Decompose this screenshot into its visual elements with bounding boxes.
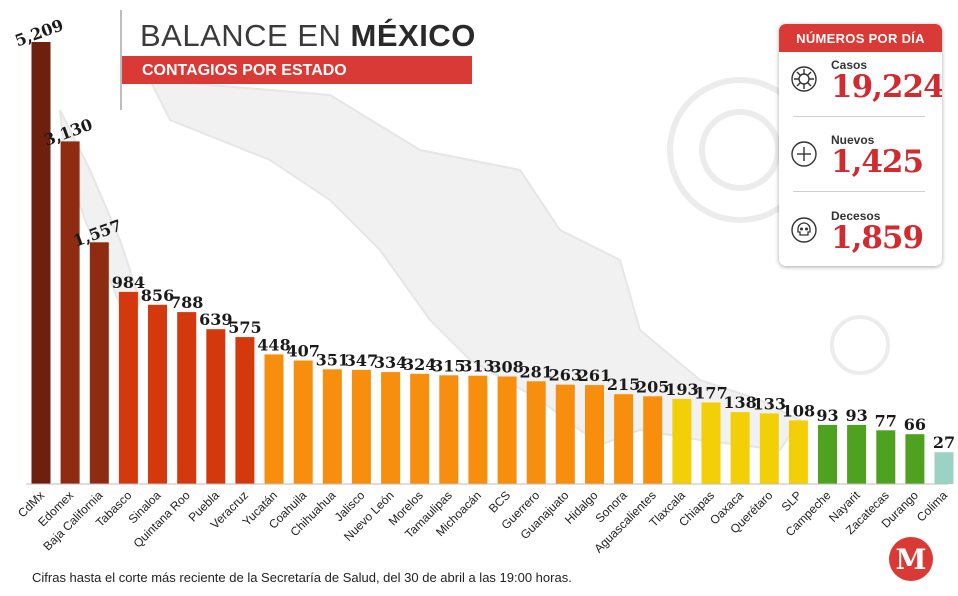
title-light: BALANCE EN: [140, 18, 351, 53]
stat-nuevos: Nuevos 1,425: [787, 131, 935, 191]
bar-nayarit: [847, 424, 867, 484]
stat-decesos-value: 1,859: [831, 220, 924, 256]
bar-michoac-n: [468, 375, 488, 484]
bar-baja-california: [89, 242, 109, 484]
bar-sinaloa: [148, 304, 167, 484]
value-label: 351: [316, 350, 349, 369]
value-label: 334: [374, 353, 407, 372]
value-label: 313: [461, 357, 494, 376]
category-label: Hidalgo: [562, 488, 601, 527]
footnote: Cifras hasta el corte más reciente de la…: [32, 570, 572, 585]
value-label: 27: [933, 433, 955, 452]
bars-group: [31, 42, 954, 484]
subtitle-bar: [122, 56, 472, 84]
value-label: 788: [170, 293, 203, 312]
value-label: 133: [753, 394, 786, 413]
daily-numbers-panel: NÚMEROS POR DÍA Casos 19,224 Nuevos 1,42…: [779, 24, 942, 266]
value-label: 347: [345, 351, 378, 370]
bar-morelos: [410, 373, 430, 484]
bar-guerrero: [526, 381, 546, 484]
bar-puebla: [206, 329, 226, 484]
bar-sonora: [614, 394, 634, 484]
virus-decoration-small-icon: [830, 315, 890, 375]
stat-nuevos-value: 1,425: [831, 144, 924, 180]
title-divider: [120, 10, 122, 110]
panel-heading: NÚMEROS POR DÍA: [779, 24, 942, 52]
stat-casos-value: 19,224: [831, 69, 942, 105]
stat-casos-label: Casos: [831, 58, 868, 72]
stat-decesos-label: Decesos: [831, 209, 881, 223]
bar-durango: [905, 434, 925, 484]
virus-icon: [791, 66, 817, 92]
bar-nuevo-le-n: [381, 372, 401, 484]
bar-chiapas: [701, 402, 721, 484]
value-label: 193: [665, 380, 698, 399]
bar-edomex: [60, 141, 80, 484]
page-subtitle: CONTAGIOS POR ESTADO: [142, 62, 347, 79]
bar-colima: [934, 452, 954, 484]
stat-decesos: Decesos 1,859: [787, 207, 935, 266]
bar-slp: [788, 420, 808, 484]
value-label: 215: [607, 375, 640, 394]
value-label: 177: [694, 384, 727, 403]
bar-jalisco: [351, 369, 371, 484]
bar-quer-taro: [759, 413, 779, 484]
bar-hidalgo: [585, 385, 604, 484]
value-label: 281: [519, 362, 552, 381]
value-label: 407: [286, 342, 319, 361]
bar-oaxaca: [730, 412, 750, 484]
bar-aguascalientes: [643, 396, 663, 484]
bar-guanajuato: [555, 384, 575, 484]
value-label: 324: [403, 355, 436, 374]
panel-divider: [793, 116, 925, 117]
value-label: 856: [141, 286, 174, 305]
bar-cdmx: [31, 42, 51, 484]
value-label: 66: [904, 415, 926, 434]
value-label: 639: [199, 310, 232, 329]
bar-tlaxcala: [672, 398, 692, 484]
bar-tamaulipas: [439, 375, 459, 484]
page-title: BALANCE EN MÉXICO: [140, 18, 476, 54]
bar-coahuila: [293, 360, 313, 484]
value-label: 984: [112, 273, 145, 292]
plus-circle-icon: [791, 141, 817, 167]
stat-nuevos-label: Nuevos: [831, 133, 875, 147]
value-label: 575: [228, 318, 261, 337]
value-label: 263: [549, 366, 582, 385]
value-label: 308: [490, 358, 523, 377]
value-label: 448: [257, 335, 290, 354]
milenio-logo: M: [889, 537, 933, 581]
panel-divider: [793, 191, 925, 192]
bar-veracruz: [235, 337, 255, 484]
value-label: 261: [578, 366, 611, 385]
bar-bcs: [497, 376, 517, 484]
value-label: 138: [723, 393, 756, 412]
bar-yucat-n: [264, 354, 284, 484]
skull-icon: [791, 217, 817, 243]
title-bold: MÉXICO: [350, 18, 476, 53]
value-label: 315: [432, 356, 465, 375]
value-label: 108: [782, 401, 815, 420]
value-label: 93: [845, 406, 867, 425]
bar-tabasco: [118, 291, 138, 484]
bar-campeche: [818, 424, 837, 484]
bar-quintana-roo: [177, 312, 197, 484]
bar-zacatecas: [876, 430, 896, 484]
bar-chihuahua: [322, 369, 342, 484]
value-label: 93: [816, 406, 838, 425]
logo-letter: M: [895, 543, 927, 576]
value-label: 205: [636, 377, 669, 396]
value-label: 77: [875, 411, 897, 430]
category-label: Colima: [914, 488, 951, 525]
stat-casos: Casos 19,224: [787, 56, 942, 116]
